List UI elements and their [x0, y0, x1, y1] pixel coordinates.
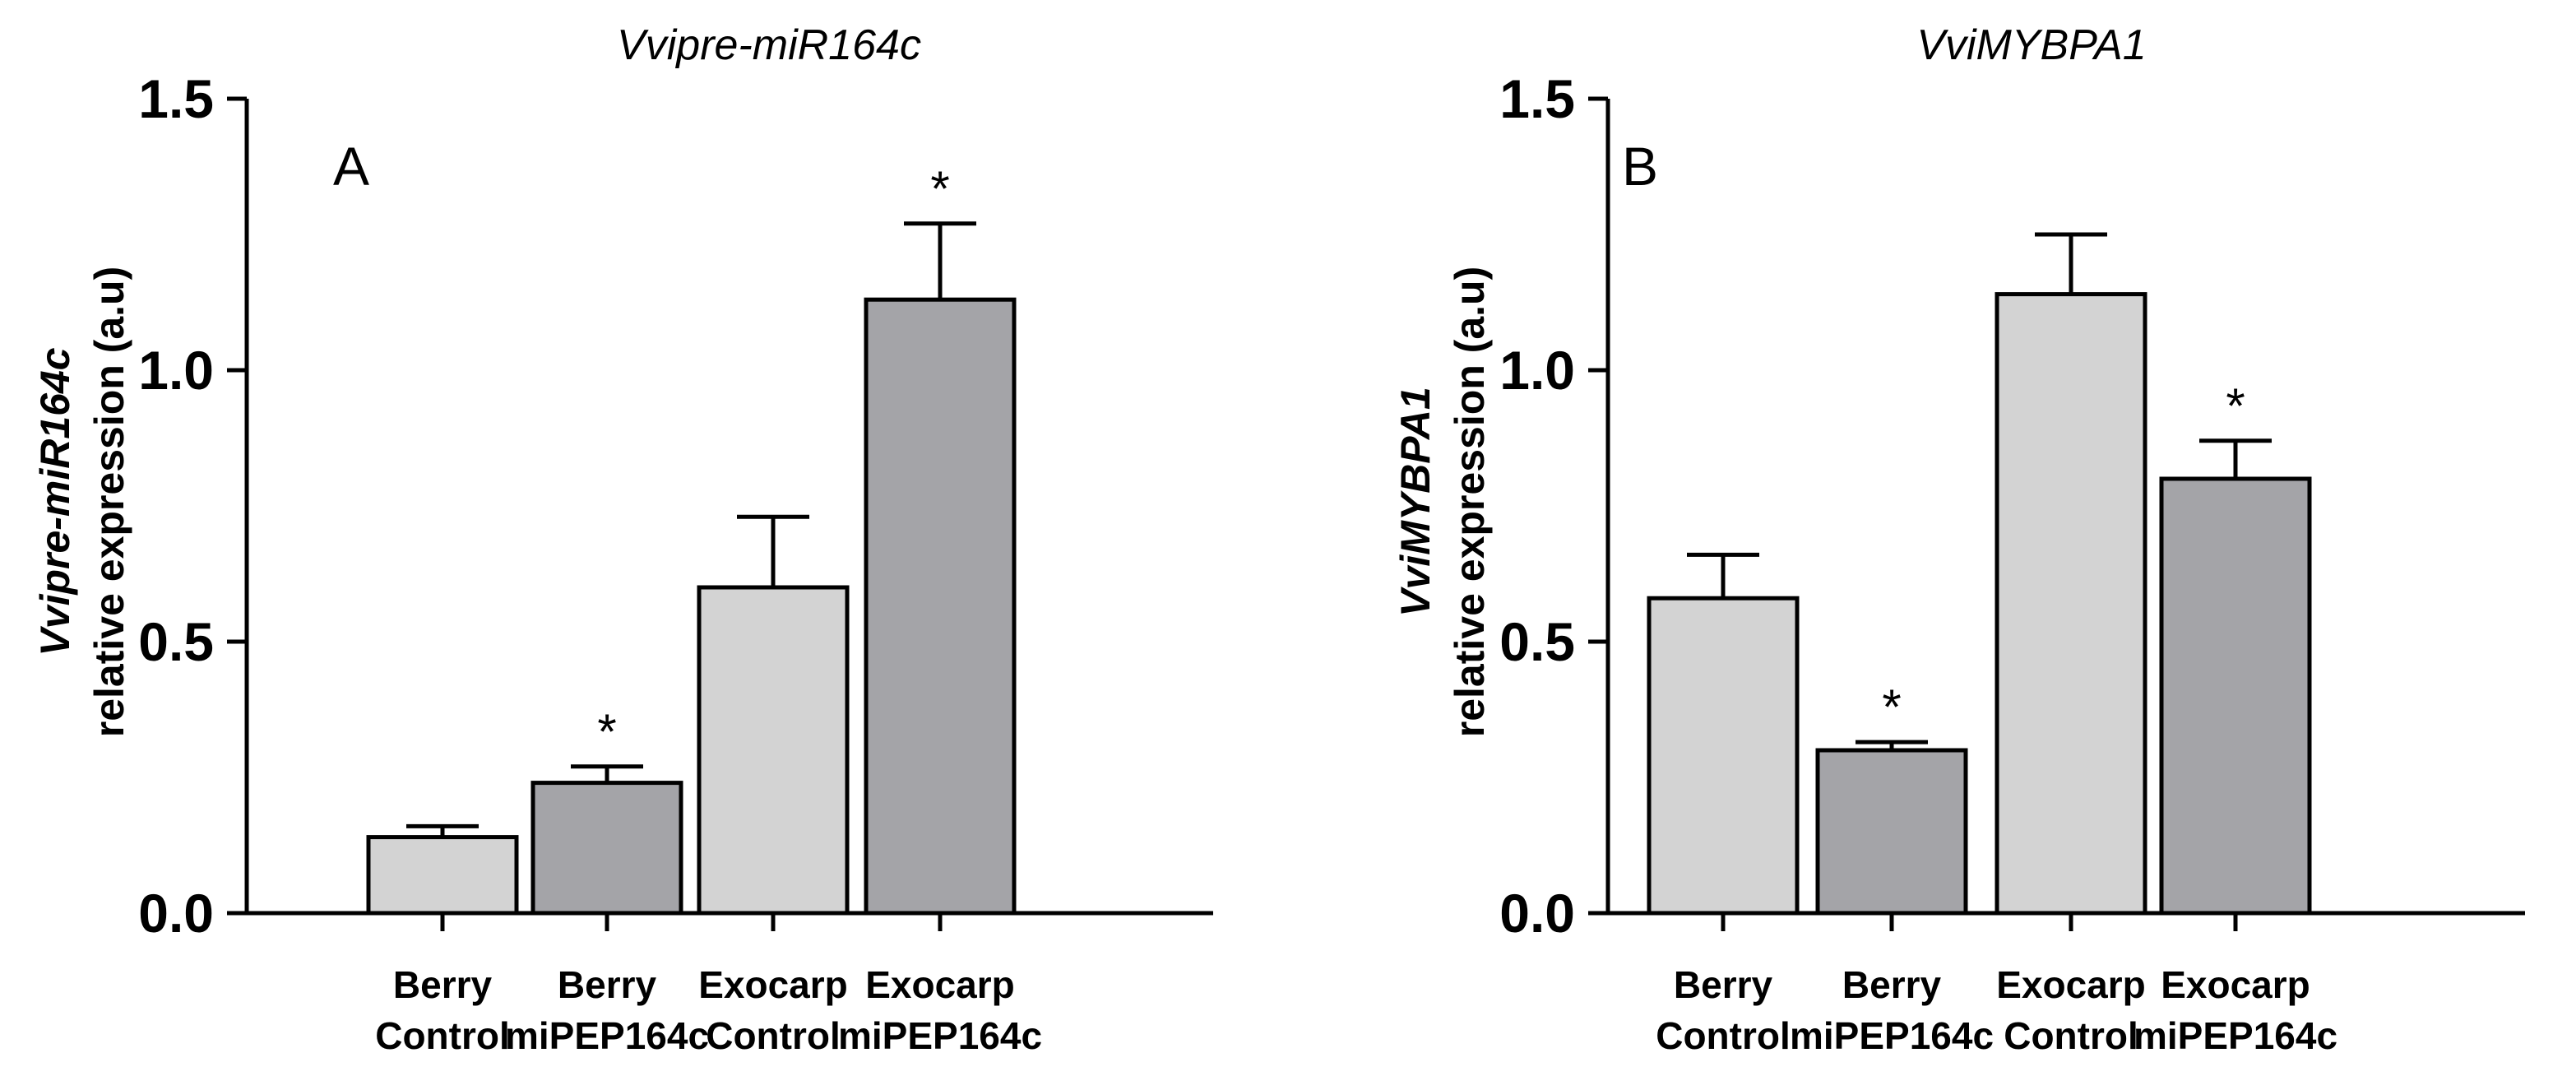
- bar: [1647, 596, 1800, 916]
- panel-label: B: [1622, 136, 1658, 197]
- y-tick-label: 0.0: [1499, 883, 1575, 944]
- bar: [1815, 748, 1968, 916]
- panel-label: A: [333, 136, 369, 197]
- bar: [864, 297, 1017, 916]
- x-tick-label-line2: Control: [1656, 1014, 1791, 1057]
- y-tick-label: 1.0: [138, 340, 214, 401]
- y-axis-label-gene: Vvipre-miR164c: [32, 347, 78, 656]
- chart-title: Vvipre-miR164c: [617, 21, 921, 69]
- bar: [366, 835, 519, 916]
- y-tick-label: 1.5: [1499, 68, 1575, 129]
- bar: [697, 585, 850, 916]
- bar: [530, 781, 683, 916]
- significance-marker: *: [597, 704, 616, 759]
- x-tick-label-line1: Exocarp: [1996, 963, 2146, 1006]
- y-tick-label: 0.5: [138, 611, 214, 672]
- x-tick-label-line2: miPEP164c: [1790, 1014, 1994, 1057]
- x-tick-label-line2: Control: [375, 1014, 510, 1057]
- x-tick-label-line1: Berry: [558, 963, 657, 1006]
- y-tick-label: 0.0: [138, 883, 214, 944]
- x-tick-label-line2: Control: [2004, 1014, 2138, 1057]
- x-tick-label-line1: Exocarp: [865, 963, 1015, 1006]
- significance-marker: *: [930, 161, 949, 216]
- bar: [1995, 292, 2147, 916]
- x-tick-label-line1: Berry: [1674, 963, 1773, 1006]
- x-tick-label-line1: Exocarp: [698, 963, 848, 1006]
- x-tick-label-line2: miPEP164c: [505, 1014, 709, 1057]
- x-tick-label-line2: miPEP164c: [2134, 1014, 2337, 1057]
- x-tick-label-line1: Berry: [393, 963, 493, 1006]
- bar: [2159, 476, 2312, 916]
- y-axis-label-gene: VviMYBPA1: [1392, 387, 1439, 617]
- significance-marker: *: [1882, 679, 1901, 735]
- x-tick-label-line2: miPEP164c: [838, 1014, 1042, 1057]
- x-tick-label-line1: Berry: [1842, 963, 1942, 1006]
- y-tick-label: 0.5: [1499, 611, 1575, 672]
- y-axis-label-units: relative expression (a.u): [1447, 267, 1493, 737]
- chart-title: VviMYBPA1: [1916, 21, 2146, 69]
- significance-marker: *: [2226, 378, 2245, 434]
- x-tick-label-line1: Exocarp: [2161, 963, 2310, 1006]
- y-axis-label-units: relative expression (a.u): [86, 267, 132, 737]
- y-tick-label: 1.0: [1499, 340, 1575, 401]
- x-tick-label-line2: Control: [706, 1014, 841, 1057]
- y-tick-label: 1.5: [138, 68, 214, 129]
